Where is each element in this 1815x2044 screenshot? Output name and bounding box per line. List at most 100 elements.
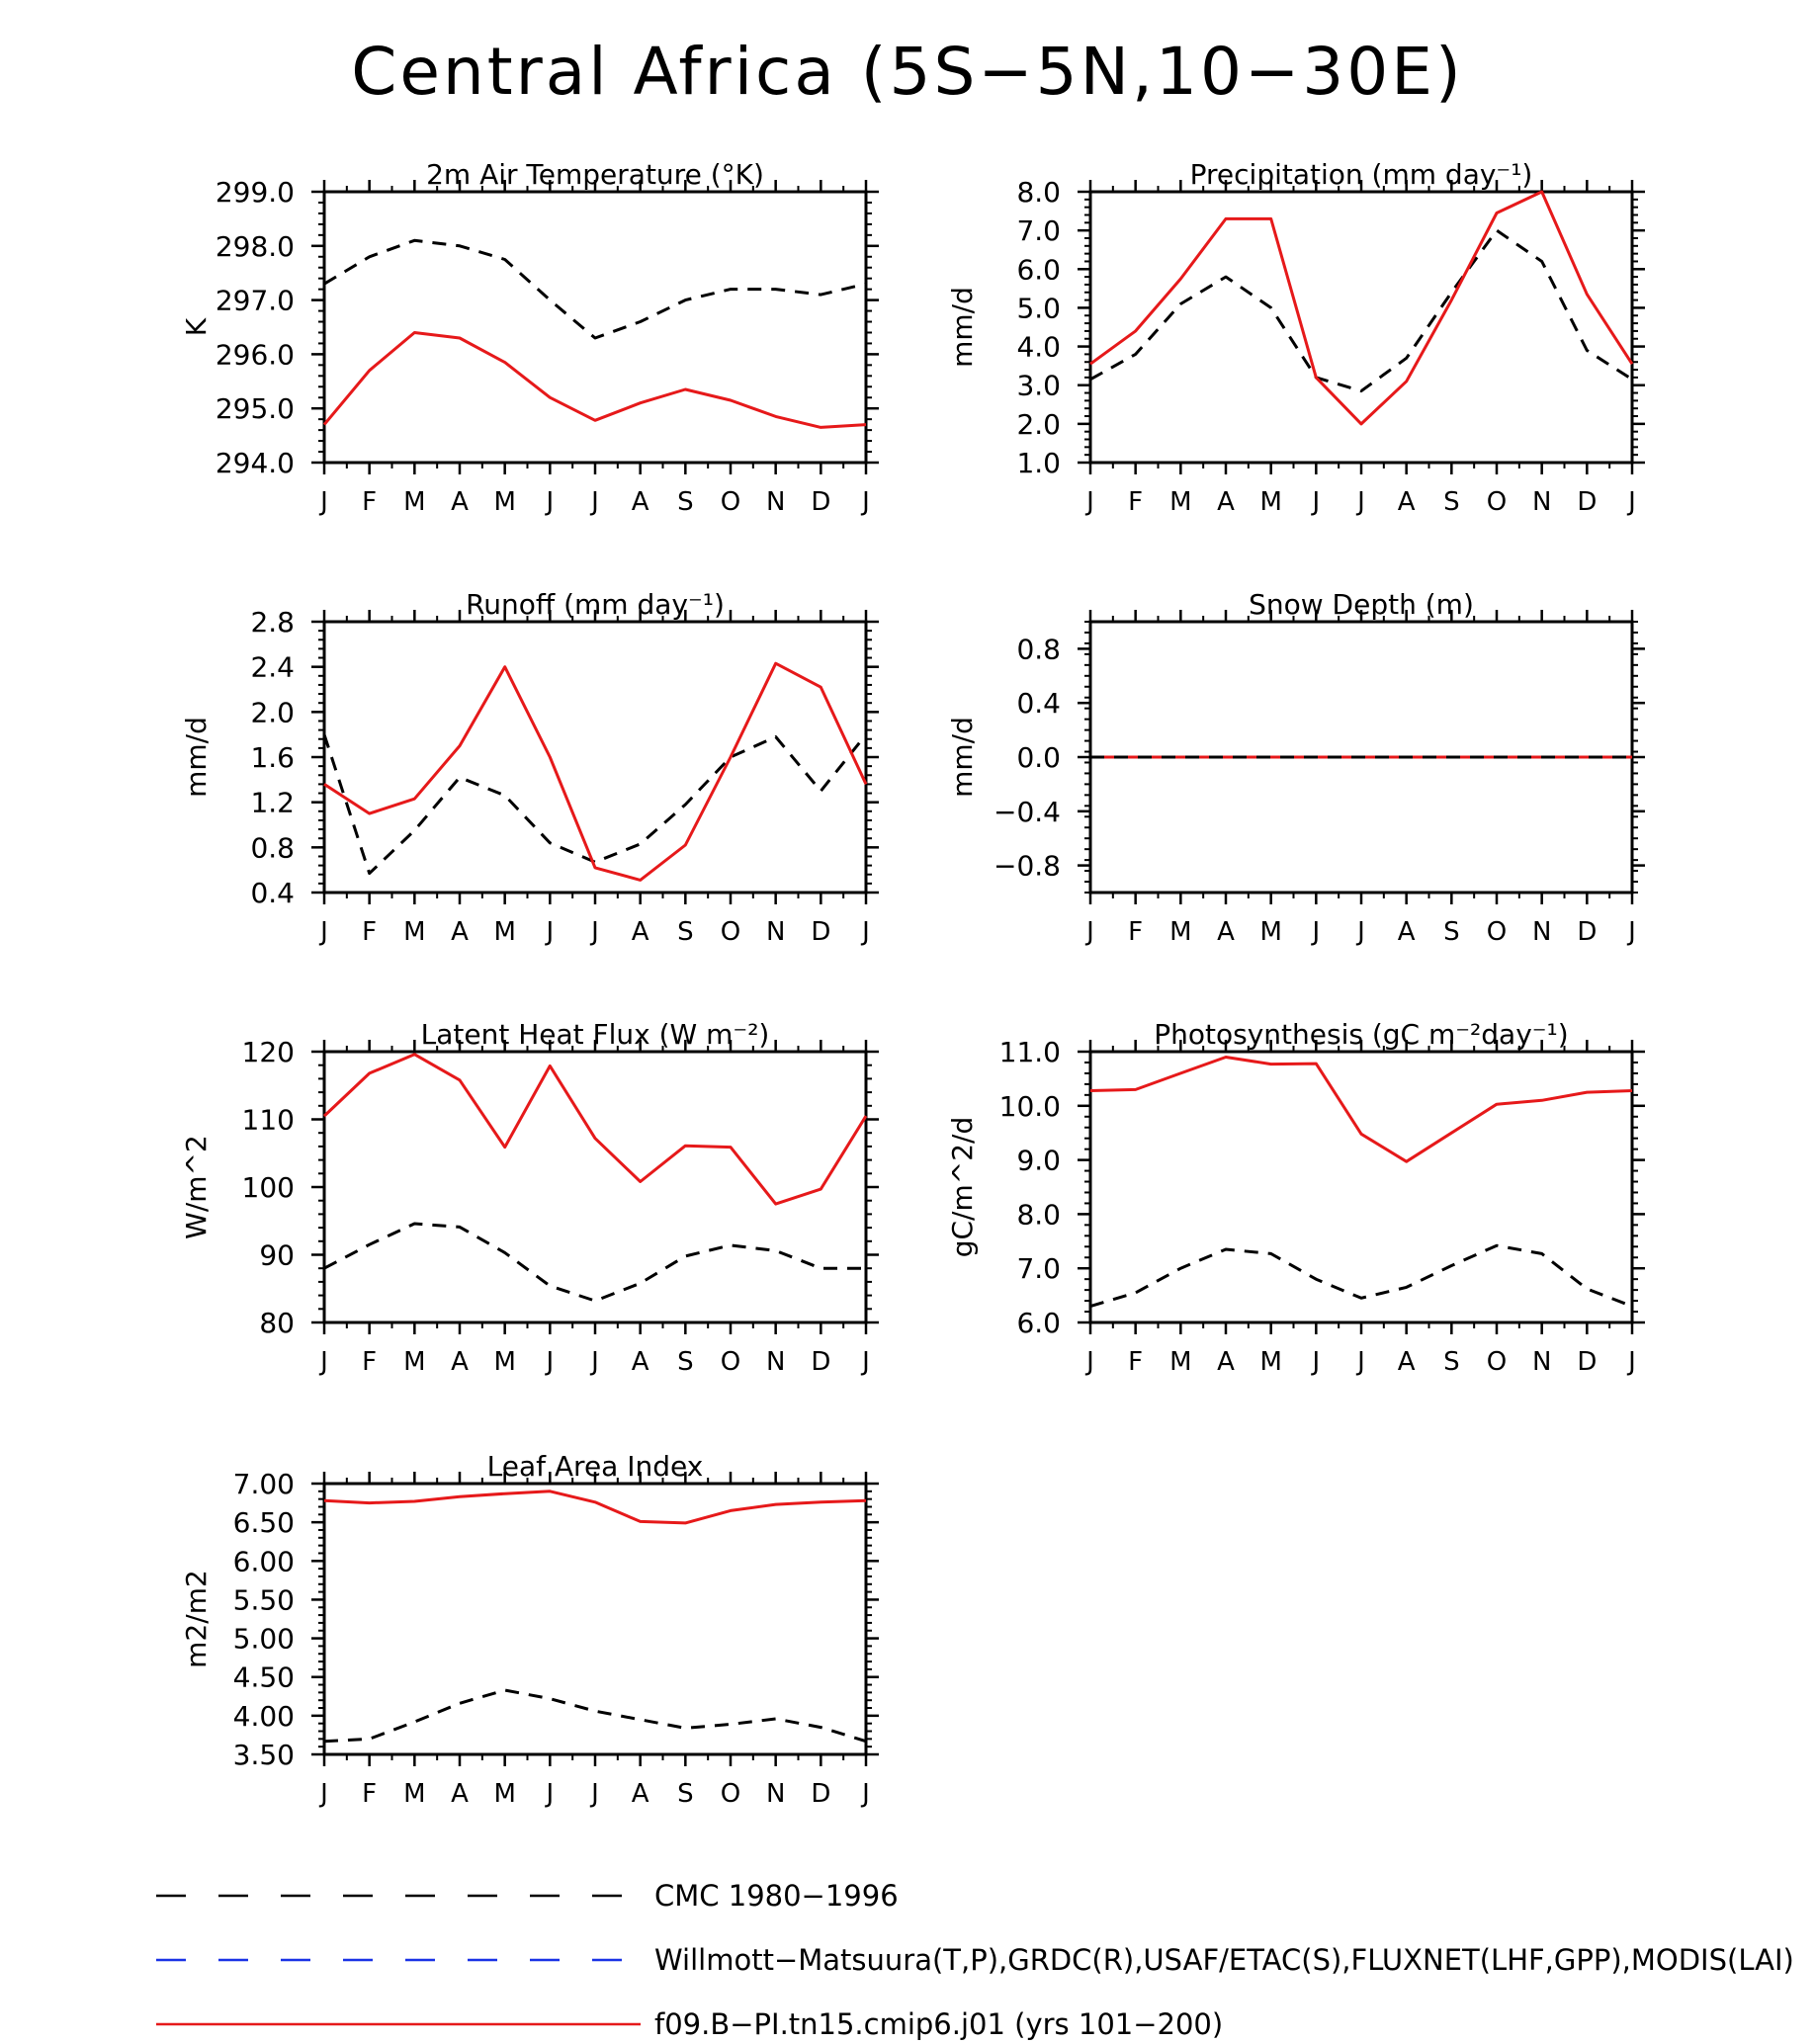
x-tick-label: N — [766, 1779, 785, 1809]
x-tick-label: N — [1532, 487, 1551, 517]
x-tick-label: J — [1355, 917, 1365, 947]
x-tick-label: D — [811, 1347, 830, 1377]
x-tick-label: J — [1626, 917, 1636, 947]
x-tick-label: J — [318, 1347, 328, 1377]
plot-frame — [322, 1050, 868, 1324]
series-line-model — [323, 1490, 867, 1525]
series-line-model — [322, 331, 867, 429]
legend: CMC 1980−1996 Willmott−Matsuura(T,P),GRDC… — [156, 1879, 1794, 2041]
series-line-cmc — [323, 238, 867, 340]
y-tick-label: 4.50 — [233, 1661, 295, 1694]
y-tick-label: 80 — [259, 1307, 295, 1339]
x-tick-label: D — [1577, 917, 1597, 947]
x-tick-label: A — [1217, 1347, 1235, 1377]
y-tick-label: 6.50 — [233, 1506, 295, 1539]
series-line-model — [1089, 1056, 1633, 1163]
y-tick-label: −0.8 — [994, 850, 1061, 883]
y-axis-label: m2/m2 — [180, 1570, 213, 1668]
y-tick-label: 7.0 — [1016, 214, 1061, 247]
y-tick-label: 110 — [242, 1104, 295, 1137]
x-tick-label: A — [632, 1779, 649, 1809]
x-tick-label: N — [1532, 917, 1551, 947]
x-tick-label: M — [1259, 1347, 1281, 1377]
x-tick-label: A — [632, 487, 649, 517]
y-axis-label: W/m^2 — [180, 1135, 213, 1239]
y-tick-label: 0.4 — [1016, 687, 1061, 720]
x-tick-label: M — [403, 917, 425, 947]
chart-panel-5: Latent Heat Flux (W m⁻²)W/m^2J F M A M J J A S O N… — [180, 1018, 879, 1377]
x-tick-label: A — [632, 917, 649, 947]
x-tick-label: O — [721, 1779, 740, 1809]
y-tick-label: 2.4 — [250, 651, 295, 684]
x-tick-label: S — [1443, 487, 1460, 517]
x-tick-label: A — [1398, 1347, 1416, 1377]
x-tick-label: J — [860, 917, 870, 947]
y-tick-label: 3.0 — [1016, 370, 1061, 402]
legend-entry-obs: Willmott−Matsuura(T,P),GRDC(R),USAF/ETAC… — [156, 1943, 1794, 1977]
x-tick-label: A — [1398, 917, 1416, 947]
y-tick-label: 120 — [242, 1036, 295, 1068]
y-axis-label: mm/d — [946, 717, 979, 798]
legend-entry-cmc: CMC 1980−1996 — [156, 1879, 899, 1913]
y-tick-label: 5.0 — [1016, 292, 1061, 324]
x-tick-label: A — [1398, 487, 1416, 517]
y-tick-label: 90 — [259, 1239, 295, 1272]
y-tick-label: 0.0 — [1016, 741, 1061, 774]
plot-frame — [322, 1482, 868, 1756]
chart-panel-4: Snow Depth (m)mm/dJ F M A M J J A S O N D J−0.8−0.40… — [946, 588, 1645, 947]
y-axis-label: K — [180, 317, 213, 336]
y-tick-label: 296.0 — [216, 338, 295, 371]
x-tick-label: J — [589, 487, 599, 517]
x-tick-label: M — [493, 1347, 515, 1377]
plot-frame — [322, 620, 868, 894]
y-tick-label: 8.0 — [1016, 1198, 1061, 1231]
x-tick-label: A — [1217, 487, 1235, 517]
x-tick-label: J — [318, 917, 328, 947]
plot-frame — [1088, 1050, 1634, 1324]
y-tick-label: 0.4 — [250, 877, 295, 909]
x-tick-label: J — [589, 1779, 599, 1809]
y-tick-label: 4.0 — [1016, 331, 1061, 364]
x-tick-label: O — [721, 1347, 740, 1377]
x-tick-label: D — [811, 917, 830, 947]
x-tick-label: J — [589, 917, 599, 947]
x-tick-label: N — [766, 1347, 785, 1377]
y-tick-label: 3.50 — [233, 1739, 295, 1771]
plot-frame — [322, 190, 868, 465]
x-tick-label: F — [362, 917, 377, 947]
y-tick-label: 0.8 — [250, 831, 295, 864]
x-tick-label: A — [451, 487, 469, 517]
series-line-cmc — [322, 733, 868, 876]
x-tick-label: J — [1084, 917, 1094, 947]
x-tick-label: M — [493, 1779, 515, 1809]
x-tick-label: O — [1487, 917, 1507, 947]
y-tick-label: 4.00 — [233, 1700, 295, 1733]
series-line-cmc — [1089, 228, 1633, 393]
x-tick-label: J — [589, 1347, 599, 1377]
x-tick-label: J — [1310, 487, 1320, 517]
x-tick-label: F — [362, 1347, 377, 1377]
x-tick-label: J — [544, 487, 554, 517]
y-tick-label: 2.0 — [1016, 408, 1061, 441]
x-tick-label: D — [1577, 1347, 1597, 1377]
y-tick-label: 295.0 — [216, 392, 295, 425]
x-tick-label: J — [1626, 1347, 1636, 1377]
x-tick-label: J — [318, 1779, 328, 1809]
y-tick-label: 1.6 — [250, 741, 295, 774]
x-tick-label: F — [1128, 1347, 1143, 1377]
x-tick-label: M — [1259, 917, 1281, 947]
y-tick-label: 5.00 — [233, 1623, 295, 1656]
series-line-model — [322, 1053, 868, 1206]
legend-label-model: f09.B−PI.tn15.cmip6.j01 (yrs 101−200) — [654, 2007, 1223, 2041]
x-tick-label: J — [1084, 487, 1094, 517]
chart-panels: 2m Air Temperature (°K)KJ F M A M J J A S O N D J294… — [180, 158, 1645, 1809]
y-tick-label: 298.0 — [216, 230, 295, 263]
x-tick-label: M — [493, 917, 515, 947]
y-tick-label: 9.0 — [1016, 1145, 1061, 1177]
figure-title: Central Africa (5S−5N,10−30E) — [351, 34, 1464, 110]
y-tick-label: 7.00 — [233, 1468, 295, 1500]
x-tick-label: A — [451, 917, 469, 947]
x-tick-label: O — [1487, 1347, 1507, 1377]
x-tick-label: M — [493, 487, 515, 517]
series-line-model — [323, 661, 868, 882]
